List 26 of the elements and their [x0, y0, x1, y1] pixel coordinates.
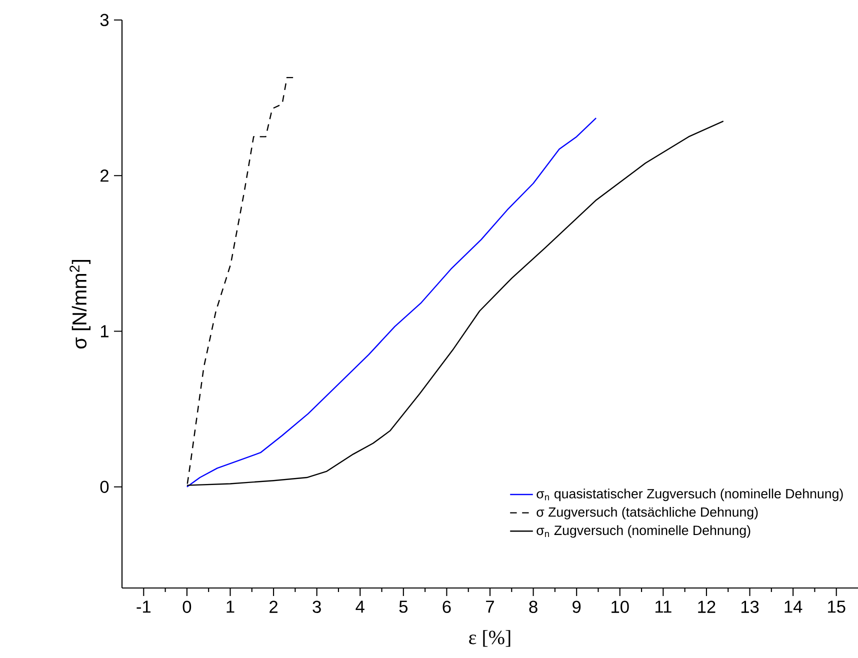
legend-label: σ$_{n}$ Zugversuch (nominelle Dehnung): [536, 525, 750, 538]
legend-label: σ$_{n}$ quasistatischer Zugversuch (nominelle Dehnung): [536, 488, 843, 502]
x-tick-label: 6: [442, 600, 451, 613]
x-tick-label: 8: [529, 600, 538, 613]
x-tick-label: 3: [312, 600, 321, 613]
x-tick-label: 12: [698, 600, 716, 613]
y-tick-label: 0: [100, 480, 109, 493]
y-tick-label: 2: [100, 170, 108, 182]
x-tick-label: 7: [486, 600, 494, 613]
legend-label: σ Zugversuch (tatsächliche Dehnung): [536, 506, 758, 520]
y-tick-label: 3: [100, 14, 109, 26]
x-tick-label: 5: [399, 600, 408, 613]
y-tick-label: 1: [100, 325, 108, 338]
x-tick-label: 10: [612, 600, 629, 613]
x-tick-label: 4: [356, 600, 364, 613]
x-tick-label: 13: [741, 600, 759, 613]
x-tick-label: 15: [828, 600, 846, 613]
x-tick-label: 11: [656, 600, 672, 613]
y-axis-title: σ [N/mm$^{2}$]: [70, 260, 90, 349]
x-tick-label: 1: [226, 600, 234, 613]
x-tick-label: 9: [572, 600, 581, 613]
x-tick-label: 2: [270, 600, 278, 613]
x-tick-label: 14: [784, 600, 802, 613]
x-tick-label: -1: [136, 600, 151, 613]
x-tick-label: 0: [182, 600, 192, 613]
x-axis-title: ε [%]: [469, 630, 510, 647]
